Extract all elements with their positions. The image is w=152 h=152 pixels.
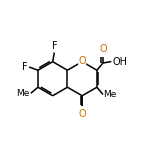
Text: O: O: [78, 56, 86, 66]
Text: F: F: [52, 41, 57, 51]
Text: O: O: [78, 109, 86, 119]
Text: Me: Me: [17, 89, 30, 98]
Text: O: O: [99, 44, 107, 54]
Text: OH: OH: [112, 57, 127, 67]
Text: Me: Me: [104, 90, 117, 99]
Text: F: F: [22, 62, 28, 72]
